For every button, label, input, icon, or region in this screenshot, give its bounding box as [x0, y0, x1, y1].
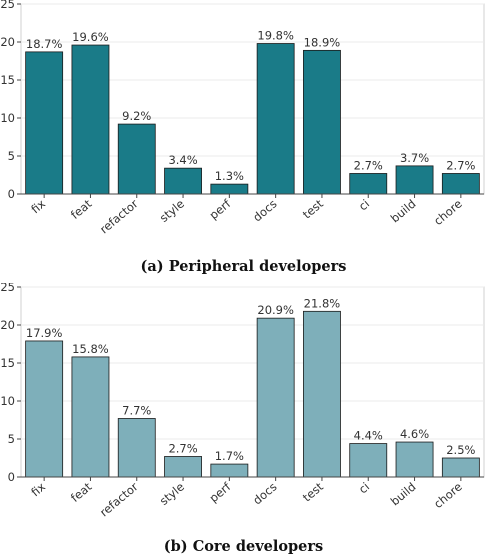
bar-test [303, 310, 341, 478]
bar-fix [25, 340, 64, 478]
bar-fix [25, 51, 64, 195]
bar-value-label: 9.2% [122, 109, 151, 123]
bar-value-label: 18.9% [304, 35, 341, 49]
x-tick-label: build [388, 197, 419, 226]
bar-value-label: 2.7% [354, 158, 383, 172]
caption-peripheral-developers: (a) Peripheral developers [140, 258, 347, 275]
bar-perf [210, 183, 249, 195]
y-tick-label: 15 [0, 356, 15, 370]
bar-value-label: 1.7% [215, 449, 244, 463]
x-tick-label: fix [28, 196, 48, 216]
bar-value-label: 17.9% [26, 326, 63, 340]
x-tick-label: style [157, 197, 187, 225]
bar-refactor [117, 123, 156, 195]
bar-value-label: 1.3% [215, 169, 244, 183]
caption-core-developers: (b) Core developers [163, 538, 324, 555]
bar-docs [256, 317, 295, 478]
x-tick-label: perf [207, 479, 234, 505]
x-tick-label: docs [250, 480, 279, 508]
bar-build [395, 441, 434, 478]
y-tick-label: 10 [0, 394, 15, 408]
bar-test [303, 49, 341, 195]
y-tick-label: 5 [8, 149, 15, 163]
bar-value-label: 4.6% [400, 427, 429, 441]
bar-feat [71, 356, 110, 478]
bar-value-label: 4.4% [354, 429, 383, 443]
bar-ci [349, 443, 388, 478]
bar-value-label: 3.4% [168, 153, 197, 167]
x-tick-label: docs [250, 197, 279, 225]
bar-style [164, 456, 202, 478]
bar-value-label: 2.7% [168, 441, 197, 455]
bar-value-label: 3.7% [400, 151, 429, 165]
chart-core-developers: 0 5 10 15 20 25 17.9% fix 15.8% feat 7.7% refactor 2… [0, 280, 487, 525]
x-tick-label: ci [356, 197, 372, 214]
x-tick-label: test [300, 196, 326, 221]
chart-a-svg: 0 5 10 15 20 25 18.7% fix 19.6% feat 9.2% refactor 3… [0, 0, 485, 236]
bar-feat [71, 44, 110, 195]
y-tick-label: 10 [0, 111, 15, 125]
x-tick-label: ci [356, 480, 372, 497]
y-tick-label: 25 [0, 0, 15, 11]
x-tick-label: chore [431, 480, 465, 511]
y-tick-label: 0 [8, 470, 15, 484]
bar-value-label: 2.5% [446, 443, 475, 457]
y-tick-label: 0 [8, 187, 15, 201]
y-tick-label: 15 [0, 73, 15, 87]
x-tick-label: refactor [97, 196, 141, 236]
x-tick-label: feat [68, 479, 95, 505]
x-tick-label: chore [431, 197, 465, 228]
bar-value-label: 19.6% [72, 30, 109, 44]
chart-peripheral-developers: 0 5 10 15 20 25 18.7% fix 19.6% feat 9.2% refactor 3… [0, 0, 487, 242]
y-tick-label: 5 [8, 432, 15, 446]
bar-docs [256, 43, 295, 195]
y-tick-label: 20 [0, 318, 15, 332]
bar-value-label: 15.8% [72, 342, 109, 356]
x-tick-label: style [157, 480, 187, 508]
bar-value-label: 20.9% [257, 303, 294, 317]
x-tick-label: refactor [97, 479, 141, 519]
x-tick-label: build [388, 480, 419, 509]
bar-ci [349, 173, 388, 195]
bar-value-label: 2.7% [446, 158, 475, 172]
bar-chore [441, 173, 480, 195]
bar-value-label: 19.8% [257, 29, 294, 43]
chart-b-svg: 0 5 10 15 20 25 17.9% fix 15.8% feat 7.7% refactor 2… [0, 280, 485, 519]
bar-build [395, 165, 434, 195]
bar-chore [441, 457, 480, 478]
x-tick-label: fix [28, 479, 48, 499]
bar-value-label: 21.8% [304, 296, 341, 310]
bar-style [164, 167, 202, 195]
bar-refactor [117, 418, 156, 478]
y-tick-label: 20 [0, 35, 15, 49]
x-tick-label: perf [207, 196, 234, 222]
y-tick-label: 25 [0, 283, 15, 294]
bar-value-label: 7.7% [122, 403, 151, 417]
x-tick-label: feat [68, 196, 95, 222]
bar-perf [210, 463, 249, 478]
x-tick-label: test [300, 479, 326, 504]
bar-value-label: 18.7% [26, 37, 63, 51]
